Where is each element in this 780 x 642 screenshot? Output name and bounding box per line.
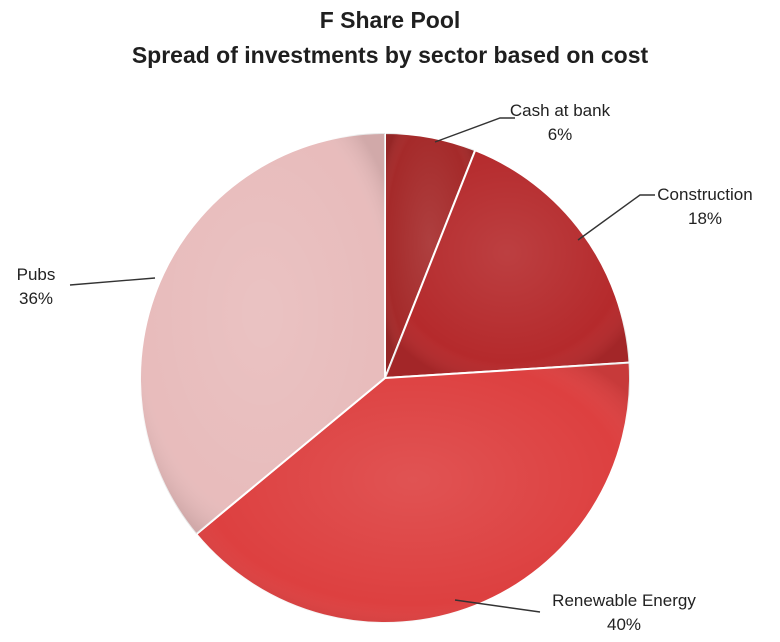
slice-value-label: 36% xyxy=(19,289,53,308)
slice-label: Construction xyxy=(657,185,752,204)
pie-slice-shading xyxy=(196,362,631,623)
pie-slice-shading xyxy=(385,150,630,378)
leader-line xyxy=(69,277,156,286)
slice-value-label: 40% xyxy=(607,615,641,634)
chart-title: F Share Pool xyxy=(319,7,461,33)
pie-slice-shading xyxy=(385,133,476,378)
leader-line xyxy=(434,117,515,143)
slice-label: Pubs xyxy=(17,265,56,284)
slice-label: Renewable Energy xyxy=(552,591,696,610)
slice-value-label: 6% xyxy=(548,125,573,144)
leader-line xyxy=(454,599,541,613)
slice-value-label: 18% xyxy=(688,209,722,228)
slice-label: Cash at bank xyxy=(510,101,611,120)
pie-slice-shading xyxy=(139,133,385,535)
chart-subtitle: Spread of investments by sector based on… xyxy=(131,42,649,68)
leader-line xyxy=(577,194,655,241)
